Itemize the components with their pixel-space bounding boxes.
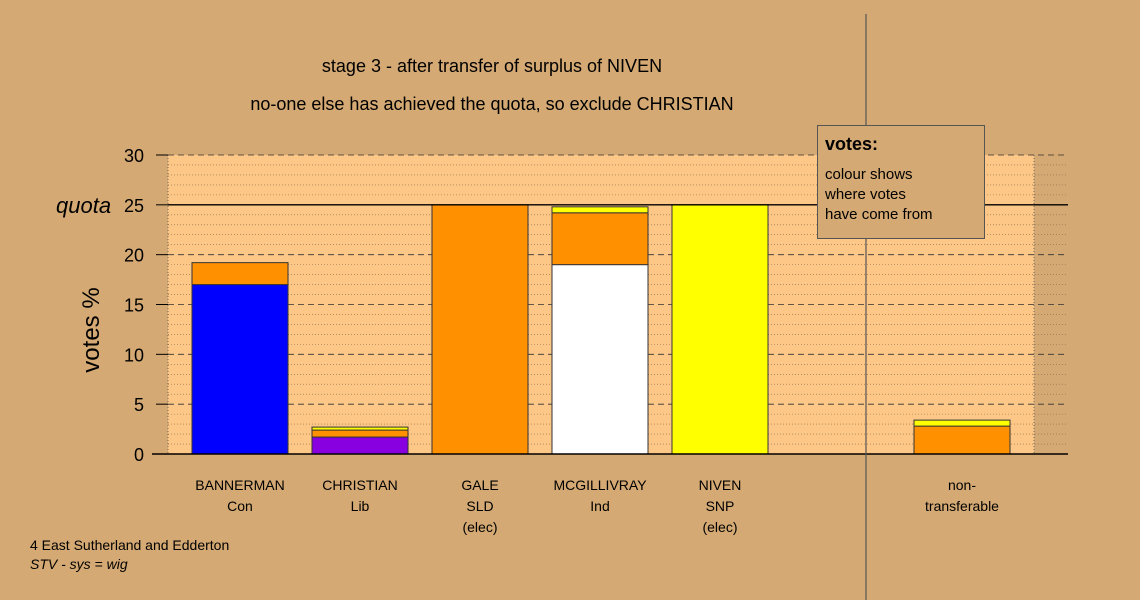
legend-title: votes: [825,134,879,154]
system-label: STV - sys = wig [30,556,128,572]
legend-line: colour shows [825,166,913,183]
candidate-label: NIVEN [699,477,742,493]
legend-line: where votes [825,186,906,203]
candidate-label: non- [948,477,976,493]
candidate-label: MCGILLIVRAY [553,477,647,493]
candidate-label: SNP [706,498,735,514]
candidate-label: transferable [925,498,999,514]
y-tick-label: 20 [124,246,144,266]
constituency-label: 4 East Sutherland and Edderton [30,537,230,553]
candidate-label: Ind [590,498,609,514]
legend-box: votes: colour shows where votes have com… [817,125,985,239]
quota-label: quota [56,193,111,218]
candidate-label: Con [227,498,253,514]
bar-segment [431,204,529,455]
bar-segment [311,429,409,438]
candidate-label: (elec) [462,519,497,535]
y-axis-label: votes % [78,287,105,372]
bar-segment [671,204,769,455]
chart-title: no-one else has achieved the quota, so e… [250,94,733,114]
y-tick-label: 15 [124,296,144,316]
candidate-label: CHRISTIAN [322,477,397,493]
candidate-label: SLD [466,498,493,514]
bar-segment [311,426,409,431]
footer: 4 East Sutherland and Edderton STV - sys… [30,536,229,574]
bar-segment [913,425,1011,455]
legend-line: have come from [825,206,933,223]
chart-title: stage 3 - after transfer of surplus of N… [322,56,662,76]
candidate-label: BANNERMAN [195,477,284,493]
y-tick-label: 10 [124,345,144,365]
candidate-label: Lib [351,498,370,514]
candidate-label: GALE [461,477,498,493]
bar-segment [311,436,409,455]
y-tick-label: 30 [124,146,144,166]
bar-segment [551,206,649,214]
bar-segment [191,262,289,286]
y-tick-label: 0 [134,445,144,465]
bar-segment [551,264,649,455]
y-tick-label: 25 [124,196,144,216]
bar-segment [551,212,649,266]
bar-segment [913,419,1011,427]
bar-segment [191,284,289,455]
candidate-label: (elec) [702,519,737,535]
y-tick-label: 5 [134,395,144,415]
